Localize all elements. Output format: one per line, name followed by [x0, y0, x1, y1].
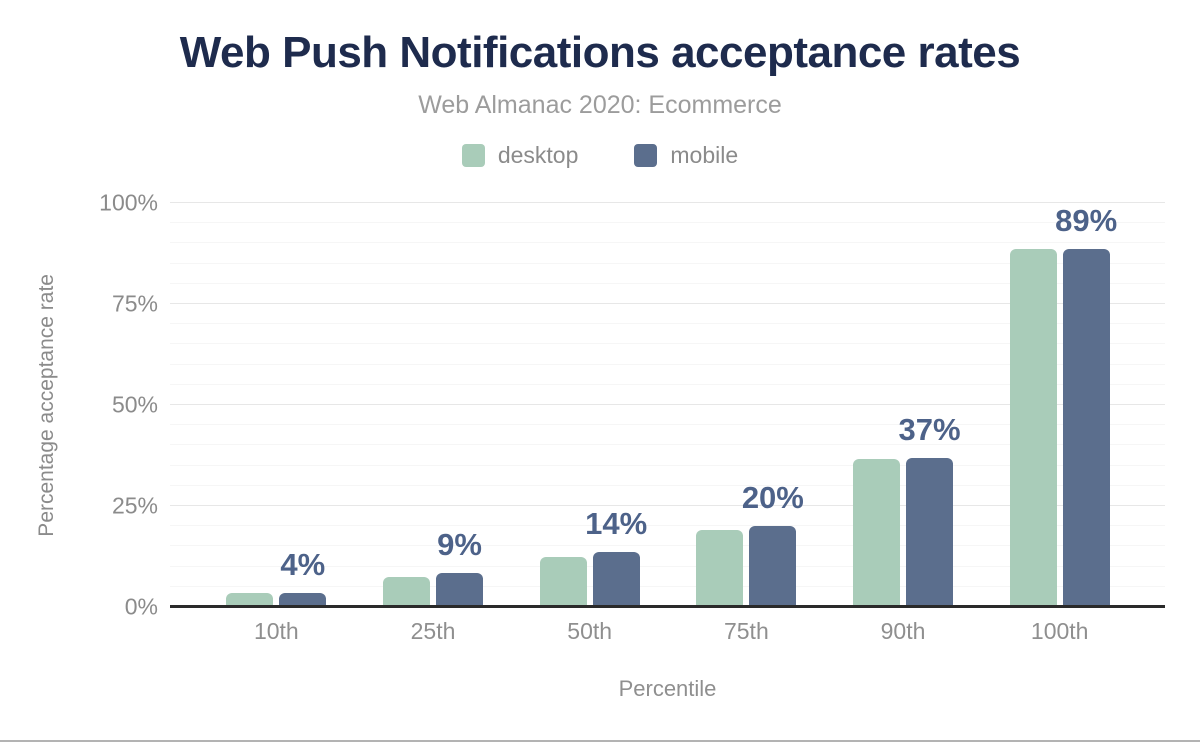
bar-desktop-25th[interactable]: [383, 576, 430, 607]
minor-gridline: [170, 525, 1165, 527]
y-tick-label: 100%: [99, 189, 158, 216]
legend-swatch-mobile: [634, 144, 658, 167]
bar-desktop-90th[interactable]: [853, 459, 901, 607]
x-axis-title: Percentile: [618, 676, 717, 701]
bar-mobile-75th[interactable]: 20%: [742, 480, 804, 607]
legend-swatch-desktop: [461, 144, 485, 167]
bar-group-75th: 20%: [668, 203, 825, 607]
bar-pair: 37%: [853, 203, 961, 607]
bar-mobile-100th[interactable]: 89%: [1055, 203, 1117, 607]
major-gridline: [170, 505, 1165, 506]
bar-desktop-75th[interactable]: [696, 530, 744, 607]
bar-desktop-10th[interactable]: [226, 593, 274, 607]
bar-pair: 89%: [1009, 203, 1117, 607]
minor-gridline: [170, 222, 1165, 224]
minor-gridline: [170, 363, 1165, 365]
x-tick-label-75th: 75th: [723, 618, 769, 644]
y-tick-label: 50%: [111, 391, 158, 418]
bar-pair: 4%: [226, 203, 327, 607]
bar-desktop-50th[interactable]: [539, 556, 587, 607]
minor-gridline: [170, 464, 1165, 466]
bar-mobile-10th[interactable]: 4%: [279, 547, 327, 607]
minor-gridline: [170, 444, 1165, 446]
bar-value-label: 9%: [437, 526, 482, 562]
minor-gridline: [170, 343, 1165, 345]
minor-gridline: [170, 585, 1165, 587]
legend: desktop mobile: [0, 142, 1200, 169]
major-gridline: [170, 404, 1165, 405]
minor-gridline: [170, 484, 1165, 486]
x-tick-label-25th: 25th: [410, 618, 456, 644]
y-axis-ticks: 0% 25% 50% 75% 100%: [0, 190, 158, 620]
x-tick-label-100th: 100th: [1030, 618, 1089, 644]
major-gridline: [170, 303, 1165, 304]
bar-value-label: 14%: [585, 506, 648, 542]
legend-item-mobile[interactable]: mobile: [634, 142, 738, 169]
bar-value-label: 37%: [898, 412, 961, 448]
bar-group-90th: 37%: [825, 203, 982, 607]
bar-group-50th: 14%: [511, 203, 668, 607]
chart-title: Web Push Notifications acceptance rates: [179, 28, 1021, 77]
bar-pair: 20%: [696, 203, 804, 607]
chart-subtitle: Web Almanac 2020: Ecommerce: [418, 91, 782, 119]
bar-groups: 4% 9% 14% 20% 37% 89%: [198, 203, 1138, 607]
minor-gridline: [170, 565, 1165, 567]
minor-gridline: [170, 282, 1165, 284]
bar-pair: 14%: [539, 203, 647, 607]
x-axis-labels: 10th 25th 50th 75th 90th 100th: [198, 618, 1138, 645]
bar-mobile-25th[interactable]: 9%: [436, 527, 483, 607]
bar-value-label: 20%: [741, 480, 804, 516]
legend-item-desktop[interactable]: desktop: [461, 142, 579, 169]
bar-group-10th: 4%: [198, 203, 355, 607]
major-gridline: [170, 202, 1165, 203]
minor-gridline: [170, 323, 1165, 325]
legend-label: mobile: [670, 142, 739, 168]
bar-value-label: 4%: [280, 546, 326, 582]
y-tick-label: 75%: [111, 290, 158, 317]
bar-mobile-90th[interactable]: 37%: [898, 412, 961, 607]
x-tick-label-10th: 10th: [253, 618, 299, 644]
minor-gridline: [170, 262, 1165, 264]
bar-mobile-50th[interactable]: 14%: [585, 506, 647, 607]
minor-gridline: [170, 545, 1165, 547]
minor-gridline: [170, 242, 1165, 244]
y-tick-label: 25%: [111, 492, 158, 519]
legend-label: desktop: [497, 142, 579, 168]
bar-desktop-100th[interactable]: [1009, 249, 1057, 607]
bar-pair: 9%: [383, 203, 483, 607]
minor-gridline: [170, 383, 1165, 385]
bar-group-25th: 9%: [355, 203, 512, 607]
x-tick-label-50th: 50th: [567, 618, 613, 644]
x-axis-line: [170, 605, 1165, 608]
minor-gridline: [170, 424, 1165, 426]
plot-area: 4% 9% 14% 20% 37% 89%: [170, 202, 1165, 608]
bar-value-label: 89%: [1055, 203, 1118, 239]
y-tick-label: 0%: [124, 593, 158, 620]
x-tick-label-90th: 90th: [880, 618, 926, 644]
bar-group-100th: 89%: [981, 203, 1138, 607]
